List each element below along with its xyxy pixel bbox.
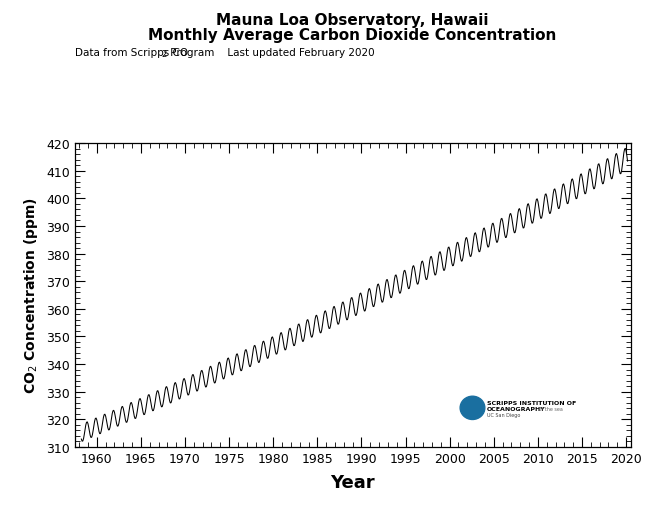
Text: Monthly Average Carbon Dioxide Concentration: Monthly Average Carbon Dioxide Concentra… bbox=[148, 28, 557, 43]
Text: UC San Diego: UC San Diego bbox=[487, 412, 520, 417]
Text: SCRIPPS INSTITUTION OF: SCRIPPS INSTITUTION OF bbox=[487, 400, 576, 405]
Text: Data from Scripps CO: Data from Scripps CO bbox=[75, 48, 188, 58]
X-axis label: Year: Year bbox=[330, 473, 375, 491]
Text: 2: 2 bbox=[162, 50, 167, 59]
Y-axis label: CO$_2$ Concentration (ppm): CO$_2$ Concentration (ppm) bbox=[23, 197, 40, 394]
Text: Mauna Loa Observatory, Hawaii: Mauna Loa Observatory, Hawaii bbox=[216, 13, 489, 28]
Text: Program    Last updated February 2020: Program Last updated February 2020 bbox=[167, 48, 374, 58]
Text: OCEANOGRAPHY: OCEANOGRAPHY bbox=[487, 406, 545, 411]
Text: of the sea: of the sea bbox=[537, 406, 563, 411]
